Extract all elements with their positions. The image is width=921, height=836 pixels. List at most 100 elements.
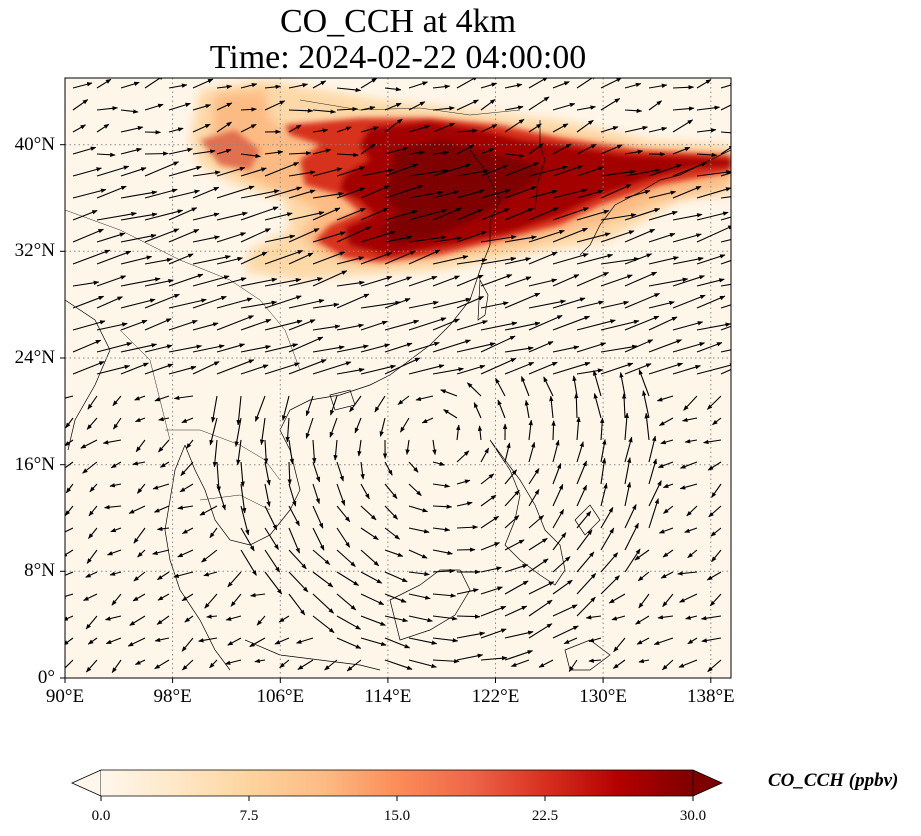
wind-arrow (611, 615, 626, 621)
wind-arrow (120, 147, 142, 155)
wind-arrow (96, 275, 127, 287)
wind-arrow (480, 301, 509, 309)
wind-arrow (336, 344, 369, 353)
wind-arrow (192, 186, 220, 199)
wind-arrow (168, 147, 193, 155)
wind-arrow (216, 256, 243, 265)
wind-arrow (287, 461, 292, 485)
wind-arrow (384, 319, 420, 331)
wind-arrow (227, 571, 242, 588)
lon-label-122e: 122°E (471, 686, 520, 707)
wind-arrow (203, 571, 218, 577)
wind-arrow (696, 79, 712, 89)
wind-arrow (683, 395, 698, 411)
wind-arrow (297, 659, 314, 670)
wind-arrow (384, 102, 402, 111)
wind-arrow (279, 659, 290, 669)
wind-arrow (504, 153, 525, 158)
wind-arrow (600, 230, 635, 243)
wind-arrow (264, 84, 282, 90)
wind-arrow (552, 297, 586, 309)
wind-arrow (312, 461, 321, 483)
wind-arrow (83, 593, 98, 601)
wind-arrow (648, 300, 675, 309)
wind-arrow (648, 100, 663, 111)
wind-arrow (432, 297, 472, 309)
wind-arrow (480, 656, 508, 661)
wind-arrow (480, 357, 517, 375)
wind-arrow (707, 659, 722, 673)
wind-arrow (336, 637, 362, 649)
wind-arrow (720, 283, 731, 287)
wind-arrow (504, 292, 541, 309)
wind-arrow (679, 483, 698, 490)
wind-arrow (240, 251, 268, 265)
wind-arrow (110, 461, 122, 469)
wind-arrow (624, 189, 651, 199)
map-title: CO_CCH at 4km (279, 3, 517, 40)
wind-arrow (672, 146, 691, 155)
lon-label-138e: 138°E (686, 686, 735, 707)
wind-arrow (552, 345, 580, 353)
wind-arrow (312, 549, 331, 565)
wind-arrow (456, 588, 479, 595)
wind-arrow (624, 481, 632, 507)
wind-arrow (168, 298, 207, 309)
wind-arrow (336, 505, 351, 523)
wind-arrow (264, 571, 283, 595)
wind-arrow (72, 295, 105, 309)
wind-arrow (504, 580, 529, 595)
wind-arrow (624, 522, 639, 551)
wind-arrow (504, 321, 541, 331)
lon-label-106e: 106°E (256, 686, 305, 707)
wind-arrow (179, 483, 194, 493)
wind-arrow (134, 417, 146, 423)
wind-arrow (288, 527, 301, 554)
wind-arrow (624, 315, 660, 331)
wind-arrow (324, 659, 338, 671)
wind-arrow (346, 659, 362, 672)
wind-arrow (528, 96, 550, 111)
wind-arrow (312, 593, 335, 614)
wind-arrow (600, 213, 637, 221)
colorbar-label: CO_CCH (ppbv) (768, 770, 899, 791)
wind-arrow (480, 335, 516, 353)
wind-arrow (249, 637, 266, 648)
wind-arrow (106, 549, 122, 556)
wind-arrow (432, 527, 451, 532)
wind-arrow (312, 361, 352, 375)
wind-arrow (432, 190, 460, 199)
wind-arrow (85, 615, 98, 630)
wind-arrow (600, 300, 630, 309)
wind-arrow (504, 105, 524, 111)
wind-arrow (312, 270, 348, 287)
wind-arrow (624, 149, 644, 155)
wind-arrow (672, 275, 705, 287)
wind-arrow (480, 447, 490, 463)
wind-arrow (432, 593, 457, 598)
wind-arrow (288, 439, 295, 465)
wind-arrow (110, 527, 122, 533)
wind-arrow (504, 605, 528, 617)
wind-arrow (657, 615, 674, 620)
wind-arrow (152, 483, 170, 490)
wind-arrow (720, 172, 731, 177)
wind-arrow (72, 249, 111, 265)
wind-arrow (685, 615, 698, 620)
wind-arrow (312, 324, 341, 331)
wind-arrow (216, 343, 246, 353)
wind-arrow (608, 593, 626, 604)
wind-arrow (405, 439, 410, 455)
wind-arrow (384, 342, 413, 353)
wind-arrow (552, 439, 560, 463)
wind-arrow (336, 106, 358, 112)
wind-arrow (216, 185, 255, 199)
wind-arrow (305, 395, 314, 417)
wind-arrow (644, 412, 650, 441)
wind-arrow (720, 259, 731, 265)
wind-arrow (312, 167, 343, 177)
wind-arrow (240, 319, 272, 331)
wind-arrow (192, 78, 214, 89)
wind-arrow (212, 439, 218, 468)
wind-arrow (510, 659, 530, 667)
